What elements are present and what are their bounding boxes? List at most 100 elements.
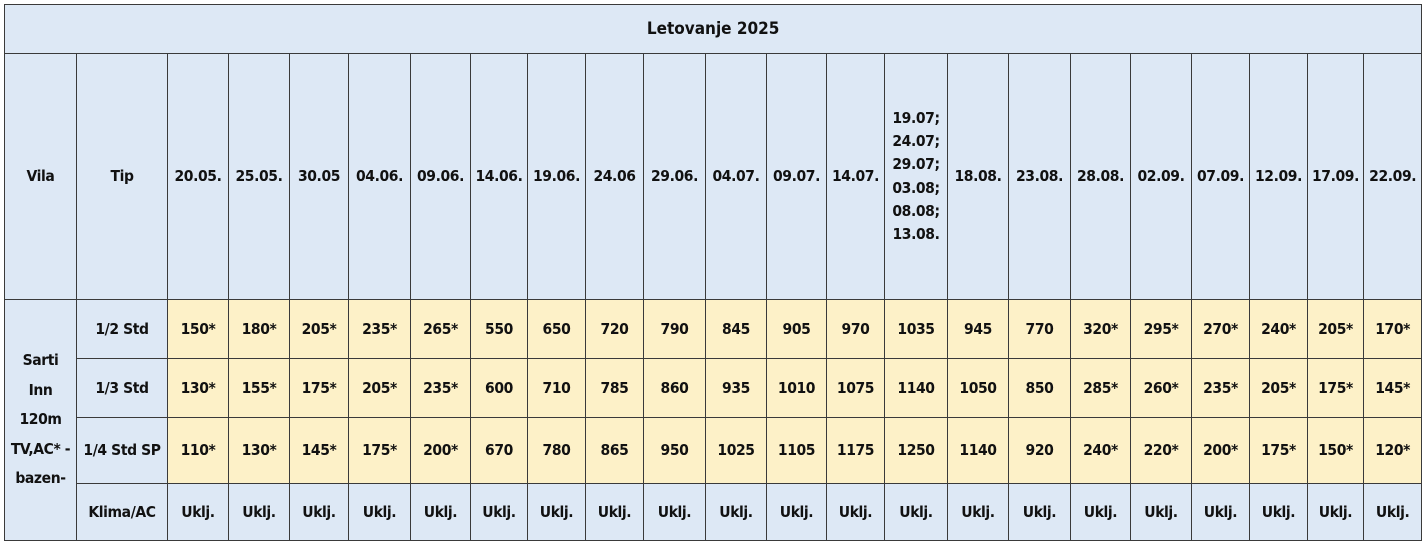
klima-cell: Uklj. <box>766 483 827 541</box>
villa-name: Sarti Inn 120m TV,AC* - bazen- <box>4 299 77 541</box>
price-cell: 175* <box>289 358 349 418</box>
klima-cell: Uklj. <box>705 483 767 541</box>
price-cell: 945 <box>947 299 1009 359</box>
klima-cell: Uklj. <box>1249 483 1308 541</box>
header-date: 09.07. <box>766 53 827 300</box>
price-cell: 130* <box>167 358 229 418</box>
table-row: 1/3 Std 130* 155* 175* 205* 235* 600 710 785 860 9… <box>5 358 1423 418</box>
price-table: Letovanje 2025 Vila Tip 20.05. 25.05. 30.05 04… <box>3 4 1423 541</box>
price-cell: 175* <box>348 417 411 484</box>
price-cell: 235* <box>1191 358 1250 418</box>
klima-label: Klima/AC <box>76 483 168 541</box>
header-date: 19.06. <box>527 53 586 300</box>
price-cell: 1050 <box>947 358 1009 418</box>
table-title: Letovanje 2025 <box>3 4 1423 54</box>
klima-cell: Uklj. <box>884 483 948 541</box>
price-cell: 1025 <box>705 417 767 484</box>
room-type: 1/3 Std <box>76 358 168 418</box>
price-cell: 130* <box>228 417 290 484</box>
price-cell: 650 <box>527 299 586 359</box>
klima-cell: Uklj. <box>228 483 290 541</box>
klima-cell: Uklj. <box>289 483 349 541</box>
price-cell: 120* <box>1362 417 1423 484</box>
klima-cell: Uklj. <box>167 483 229 541</box>
price-cell: 205* <box>1307 299 1364 359</box>
price-cell: 720 <box>585 299 644 359</box>
price-cell: 175* <box>1307 358 1364 418</box>
price-cell: 905 <box>766 299 827 359</box>
table-row: Sarti Inn 120m TV,AC* - bazen- 1/2 Std 150… <box>4 299 1423 541</box>
table-row: 1/4 Std SP 110* 130* 145* 175* 200* 670 780 865 9… <box>5 417 1423 484</box>
price-cell: 150* <box>167 299 229 359</box>
price-cell: 670 <box>470 417 528 484</box>
price-cell: 295* <box>1130 299 1192 359</box>
price-cell: 235* <box>410 358 471 418</box>
klima-cell: Uklj. <box>527 483 586 541</box>
klima-cell: Uklj. <box>643 483 706 541</box>
header-date: 19.07; 24.07; 29.07; 03.08; 08.08; 13.08. <box>884 53 948 300</box>
header-row: Vila Tip 20.05. 25.05. 30.05 04.06. 09.06. 14.0… <box>4 53 1423 300</box>
header-date: 30.05 <box>289 53 349 300</box>
price-cell: 205* <box>289 299 349 359</box>
header-date-line: 03.08; <box>892 178 940 197</box>
header-date: 29.06. <box>643 53 706 300</box>
price-cell: 265* <box>410 299 471 359</box>
klima-cell: Uklj. <box>1307 483 1364 541</box>
price-table-container: Letovanje 2025 Vila Tip 20.05. 25.05. 30.05 04… <box>3 4 1423 541</box>
header-date: 09.06. <box>410 53 471 300</box>
price-cell: 170* <box>1362 299 1423 359</box>
price-cell: 320* <box>1070 299 1131 359</box>
price-cell: 285* <box>1070 358 1131 418</box>
price-cell: 920 <box>1008 417 1071 484</box>
price-cell: 145* <box>1362 358 1423 418</box>
klima-cell: Uklj. <box>826 483 885 541</box>
price-cell: 970 <box>826 299 885 359</box>
header-date: 04.06. <box>348 53 411 300</box>
price-cell: 785 <box>585 358 644 418</box>
klima-cell: Uklj. <box>470 483 528 541</box>
klima-cell: Uklj. <box>410 483 471 541</box>
klima-cell: Uklj. <box>1362 483 1423 541</box>
price-cell: 260* <box>1130 358 1192 418</box>
price-cell: 710 <box>527 358 586 418</box>
price-cell: 790 <box>643 299 706 359</box>
table-row: Klima/AC Uklj. Uklj. Uklj. Uklj. Uklj. Uklj. Uk… <box>5 483 1423 541</box>
price-cell: 845 <box>705 299 767 359</box>
price-cell: 200* <box>410 417 471 484</box>
price-cell: 235* <box>348 299 411 359</box>
price-cell: 1010 <box>766 358 827 418</box>
header-date: 28.08. <box>1070 53 1131 300</box>
price-cell: 1175 <box>826 417 885 484</box>
price-cell: 1140 <box>884 358 948 418</box>
price-cell: 240* <box>1070 417 1131 484</box>
header-date: 25.05. <box>228 53 290 300</box>
price-cell: 1140 <box>947 417 1009 484</box>
header-date: 24.06 <box>585 53 644 300</box>
price-cell: 1075 <box>826 358 885 418</box>
header-date-line: 08.08; <box>892 201 940 220</box>
klima-cell: Uklj. <box>348 483 411 541</box>
price-cell: 145* <box>289 417 349 484</box>
header-date: 14.06. <box>470 53 528 300</box>
header-tip: Tip <box>76 53 168 300</box>
price-cell: 780 <box>527 417 586 484</box>
header-date: 04.07. <box>705 53 767 300</box>
price-cell: 155* <box>228 358 290 418</box>
klima-cell: Uklj. <box>1130 483 1192 541</box>
price-cell: 935 <box>705 358 767 418</box>
price-cell: 865 <box>585 417 644 484</box>
price-cell: 150* <box>1307 417 1364 484</box>
header-date: 14.07. <box>826 53 885 300</box>
price-cell: 240* <box>1249 299 1308 359</box>
klima-cell: Uklj. <box>1008 483 1071 541</box>
header-date: 12.09. <box>1249 53 1308 300</box>
price-cell: 600 <box>470 358 528 418</box>
header-date-line: 24.07; <box>892 132 940 150</box>
klima-cell: Uklj. <box>585 483 644 541</box>
price-cell: 220* <box>1130 417 1192 484</box>
price-cell: 1035 <box>884 299 948 359</box>
price-cell: 205* <box>348 358 411 418</box>
price-cell: 180* <box>228 299 290 359</box>
price-cell: 550 <box>470 299 528 359</box>
price-cell: 205* <box>1249 358 1308 418</box>
